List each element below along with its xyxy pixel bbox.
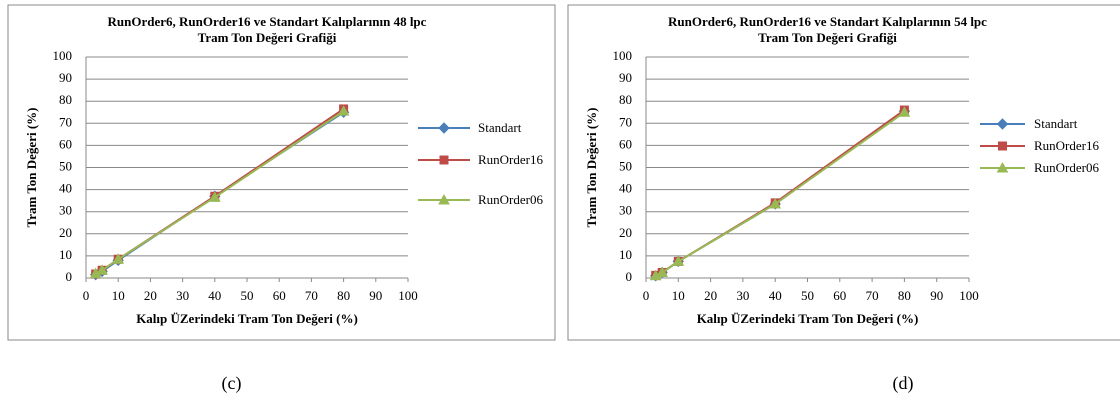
- legend-label: Standart: [478, 120, 522, 135]
- marker: [112, 253, 125, 264]
- caption: (c): [222, 373, 242, 394]
- chart-title: Tram Ton Değeri Grafiği: [758, 30, 897, 45]
- x-tick-label: 90: [369, 288, 382, 303]
- x-tick-label: 10: [672, 288, 685, 303]
- legend-label: Standart: [1034, 116, 1078, 131]
- y-tick-label: 70: [619, 114, 632, 129]
- y-tick-label: 100: [53, 48, 73, 63]
- x-axis-label: Kalıp ÜZerindeki Tram Ton Değeri (%): [136, 311, 358, 326]
- marker: [898, 106, 911, 117]
- y-tick-label: 30: [59, 203, 72, 218]
- x-axis-label: Kalıp ÜZerindeki Tram Ton Değeri (%): [697, 311, 919, 326]
- y-tick-label: 70: [59, 114, 72, 129]
- x-tick-label: 20: [144, 288, 157, 303]
- y-tick-label: 60: [619, 136, 632, 151]
- y-tick-label: 20: [619, 225, 632, 240]
- y-tick-label: 30: [619, 203, 632, 218]
- marker: [769, 197, 782, 209]
- y-axis-label: Tram Ton Değeri (%): [24, 108, 39, 228]
- legend-label: RunOrder06: [1034, 160, 1099, 175]
- marker: [337, 105, 350, 116]
- y-tick-label: 50: [619, 158, 632, 173]
- y-axis-label: Tram Ton Değeri (%): [584, 108, 599, 228]
- marker: [96, 264, 108, 275]
- y-tick-label: 0: [626, 269, 633, 284]
- legend-label: RunOrder16: [1034, 138, 1099, 153]
- marker: [656, 266, 668, 277]
- y-tick-label: 0: [66, 269, 73, 284]
- marker: [672, 255, 685, 266]
- y-tick-label: 10: [619, 247, 632, 262]
- chart-frame: [7, 4, 556, 341]
- legend-marker: [439, 155, 449, 165]
- marker: [208, 191, 221, 202]
- x-tick-label: 70: [305, 288, 318, 303]
- legend-marker: [438, 122, 450, 134]
- series-line: [655, 109, 905, 277]
- y-tick-label: 60: [59, 136, 72, 151]
- x-tick-label: 0: [643, 288, 650, 303]
- chart-title: Tram Ton Değeri Grafiği: [198, 30, 337, 45]
- y-tick-label: 20: [59, 225, 72, 240]
- x-tick-label: 0: [83, 288, 90, 303]
- x-tick-label: 80: [337, 288, 350, 303]
- x-tick-label: 20: [704, 288, 717, 303]
- y-tick-label: 40: [619, 181, 632, 196]
- legend-marker: [438, 193, 450, 205]
- x-tick-label: 50: [801, 288, 814, 303]
- caption: (d): [893, 373, 914, 394]
- chart-title: RunOrder6, RunOrder16 ve Standart Kalıpl…: [108, 14, 427, 29]
- x-tick-label: 60: [833, 288, 846, 303]
- y-tick-label: 50: [59, 158, 72, 173]
- y-tick-label: 40: [59, 181, 72, 196]
- y-tick-label: 10: [59, 247, 72, 262]
- x-tick-label: 40: [208, 288, 221, 303]
- y-tick-label: 100: [613, 48, 633, 63]
- chart-frame: [567, 4, 1120, 341]
- x-tick-label: 30: [176, 288, 189, 303]
- x-tick-label: 80: [898, 288, 911, 303]
- x-tick-label: 60: [273, 288, 286, 303]
- y-tick-label: 90: [59, 70, 72, 85]
- x-tick-label: 10: [112, 288, 125, 303]
- x-tick-label: 70: [866, 288, 879, 303]
- x-tick-label: 100: [959, 288, 979, 303]
- legend-marker: [998, 141, 1007, 151]
- legend-label: RunOrder16: [478, 152, 543, 167]
- x-tick-label: 30: [736, 288, 749, 303]
- x-tick-label: 40: [769, 288, 782, 303]
- legend-marker: [996, 161, 1009, 173]
- chart-title: RunOrder6, RunOrder16 ve Standart Kalıpl…: [668, 14, 987, 29]
- legend-label: RunOrder06: [478, 192, 543, 207]
- x-tick-label: 90: [930, 288, 943, 303]
- x-tick-label: 50: [241, 288, 254, 303]
- y-tick-label: 80: [59, 92, 72, 107]
- y-tick-label: 90: [619, 70, 632, 85]
- y-tick-label: 80: [619, 92, 632, 107]
- x-tick-label: 100: [398, 288, 418, 303]
- legend-marker: [996, 118, 1009, 130]
